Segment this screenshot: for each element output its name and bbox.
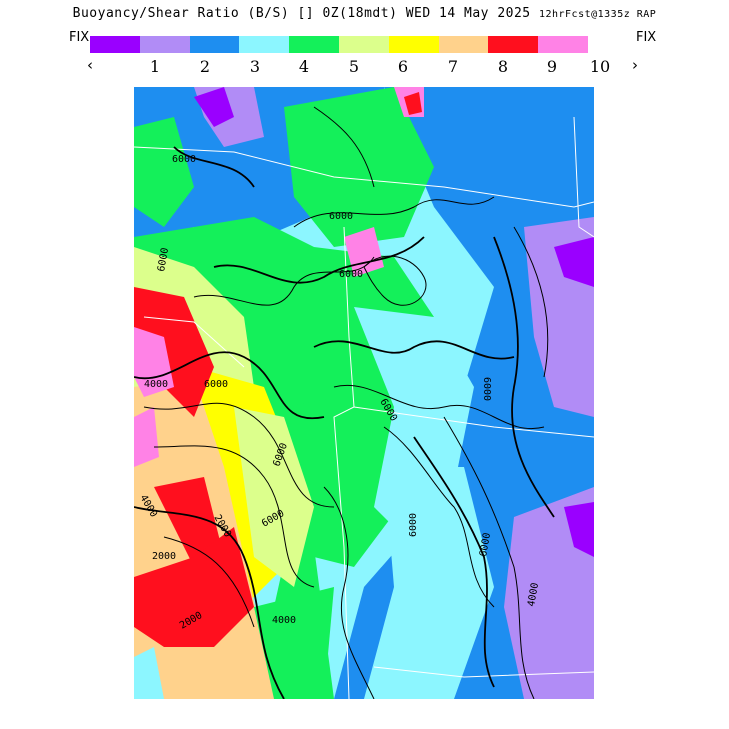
state-boundaries: [134, 116, 594, 699]
scale-tick-label: 5: [348, 57, 360, 76]
scale-tick-label: 3: [249, 57, 261, 76]
fix-right-button[interactable]: FIX: [636, 30, 657, 45]
color-swatch: [538, 36, 588, 53]
color-swatch: [388, 36, 439, 53]
color-swatch: [90, 36, 140, 53]
contour-label: 6000: [408, 513, 419, 537]
scale-tick-label: 7: [447, 57, 459, 76]
contour-label: 6000: [172, 154, 196, 165]
scale-tick-label: 2: [199, 57, 211, 76]
previous-arrow-icon[interactable]: ‹: [87, 56, 93, 74]
color-swatch: [189, 36, 240, 53]
height-contours: [134, 106, 555, 699]
fix-left-button[interactable]: FIX: [69, 30, 90, 45]
color-swatch: [289, 36, 339, 53]
color-scale-bar: [90, 36, 588, 53]
color-swatch: [239, 36, 290, 53]
scale-tick-label: 4: [298, 57, 310, 76]
contour-label: 4000: [272, 615, 296, 626]
color-swatch: [488, 36, 539, 53]
contour-label: 6000: [339, 269, 363, 280]
color-swatch: [338, 36, 389, 53]
chart-title: Buoyancy/Shear Ratio (B/S) [] 0Z(18mdt) …: [0, 6, 729, 21]
contour-label: 6000: [329, 211, 353, 222]
contour-label: 4000: [144, 379, 168, 390]
scale-tick-label: 9: [546, 57, 558, 76]
scale-tick-label: 6: [397, 57, 409, 76]
next-arrow-icon[interactable]: ›: [632, 56, 638, 74]
contour-label: 4000: [526, 582, 541, 608]
ratio-map[interactable]: 6000 6000 6000 6000 6000 4000 4000 2000 …: [134, 87, 594, 699]
contour-label: 6000: [156, 247, 171, 273]
title-forecast: 12hrFcst@1335z RAP: [538, 9, 657, 20]
scale-tick-label: 1: [149, 57, 161, 76]
contour-label: 6000: [481, 377, 492, 401]
contour-label: 6000: [204, 379, 228, 390]
scale-tick-label: 10: [589, 57, 611, 76]
color-swatch: [139, 36, 190, 53]
contour-label: 2000: [152, 551, 176, 562]
shaded-field: [134, 87, 594, 699]
title-main: Buoyancy/Shear Ratio (B/S) [] 0Z(18mdt) …: [72, 6, 531, 21]
color-swatch: [438, 36, 489, 53]
contour-label: 6000: [478, 532, 493, 558]
scale-tick-label: 8: [497, 57, 509, 76]
